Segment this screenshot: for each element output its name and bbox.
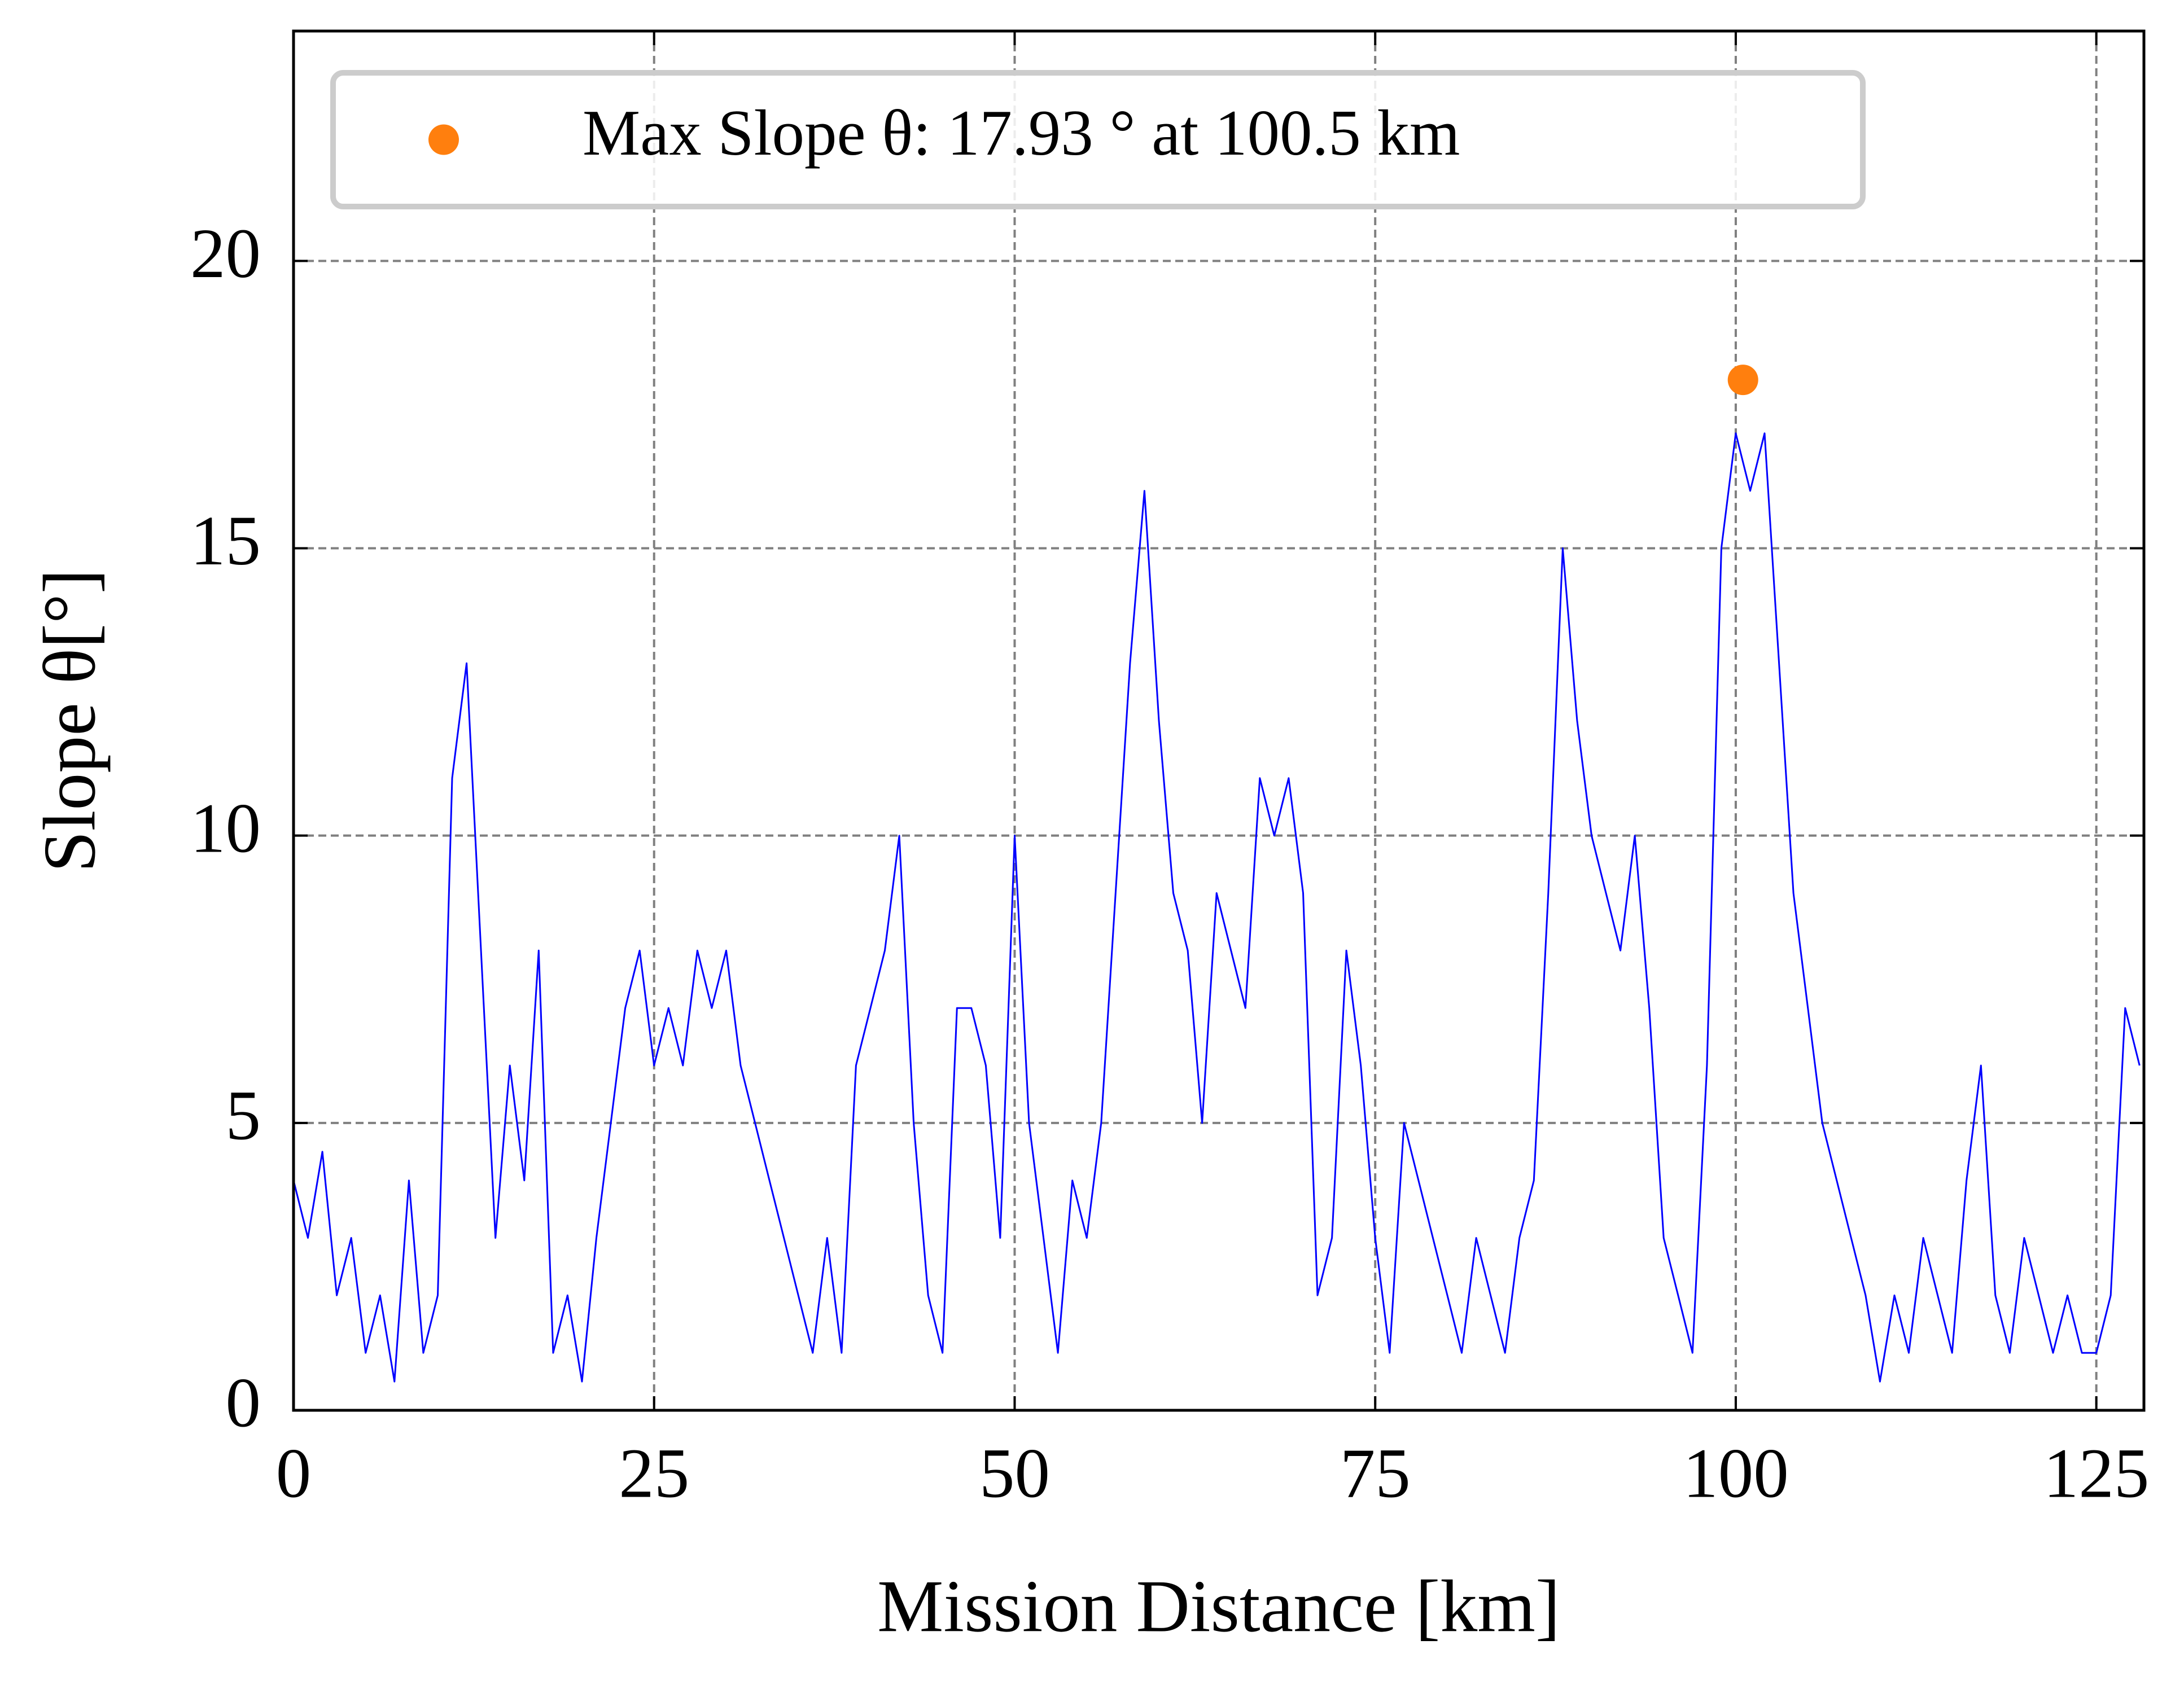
legend-marker [428,124,459,155]
x-tick-label: 100 [1683,1435,1789,1513]
plot-frame [292,29,2146,1412]
y-tick-label: 0 [226,1365,261,1442]
y-tick-label: 5 [226,1077,261,1155]
data-line [292,432,2141,1383]
y-tick-label: 20 [190,215,261,293]
x-tick-label: 50 [979,1435,1050,1513]
legend-label: Max Slope θ: 17.93 ° at 100.5 km [583,97,1460,169]
data-point [1727,365,1758,396]
y-tick-label: 10 [190,790,261,867]
x-tick-label: 0 [276,1435,312,1513]
legend: Max Slope θ: 17.93 ° at 100.5 km [330,70,1866,209]
x-tick-label: 75 [1340,1435,1411,1513]
legend-box [330,70,1866,209]
x-axis-label: Mission Distance [km] [877,1564,1560,1647]
y-tick-label: 15 [190,502,261,580]
x-tick-label: 25 [619,1435,689,1513]
x-tick-label: 125 [2043,1435,2150,1513]
y-axis-label: Slope θ[°] [28,569,111,872]
